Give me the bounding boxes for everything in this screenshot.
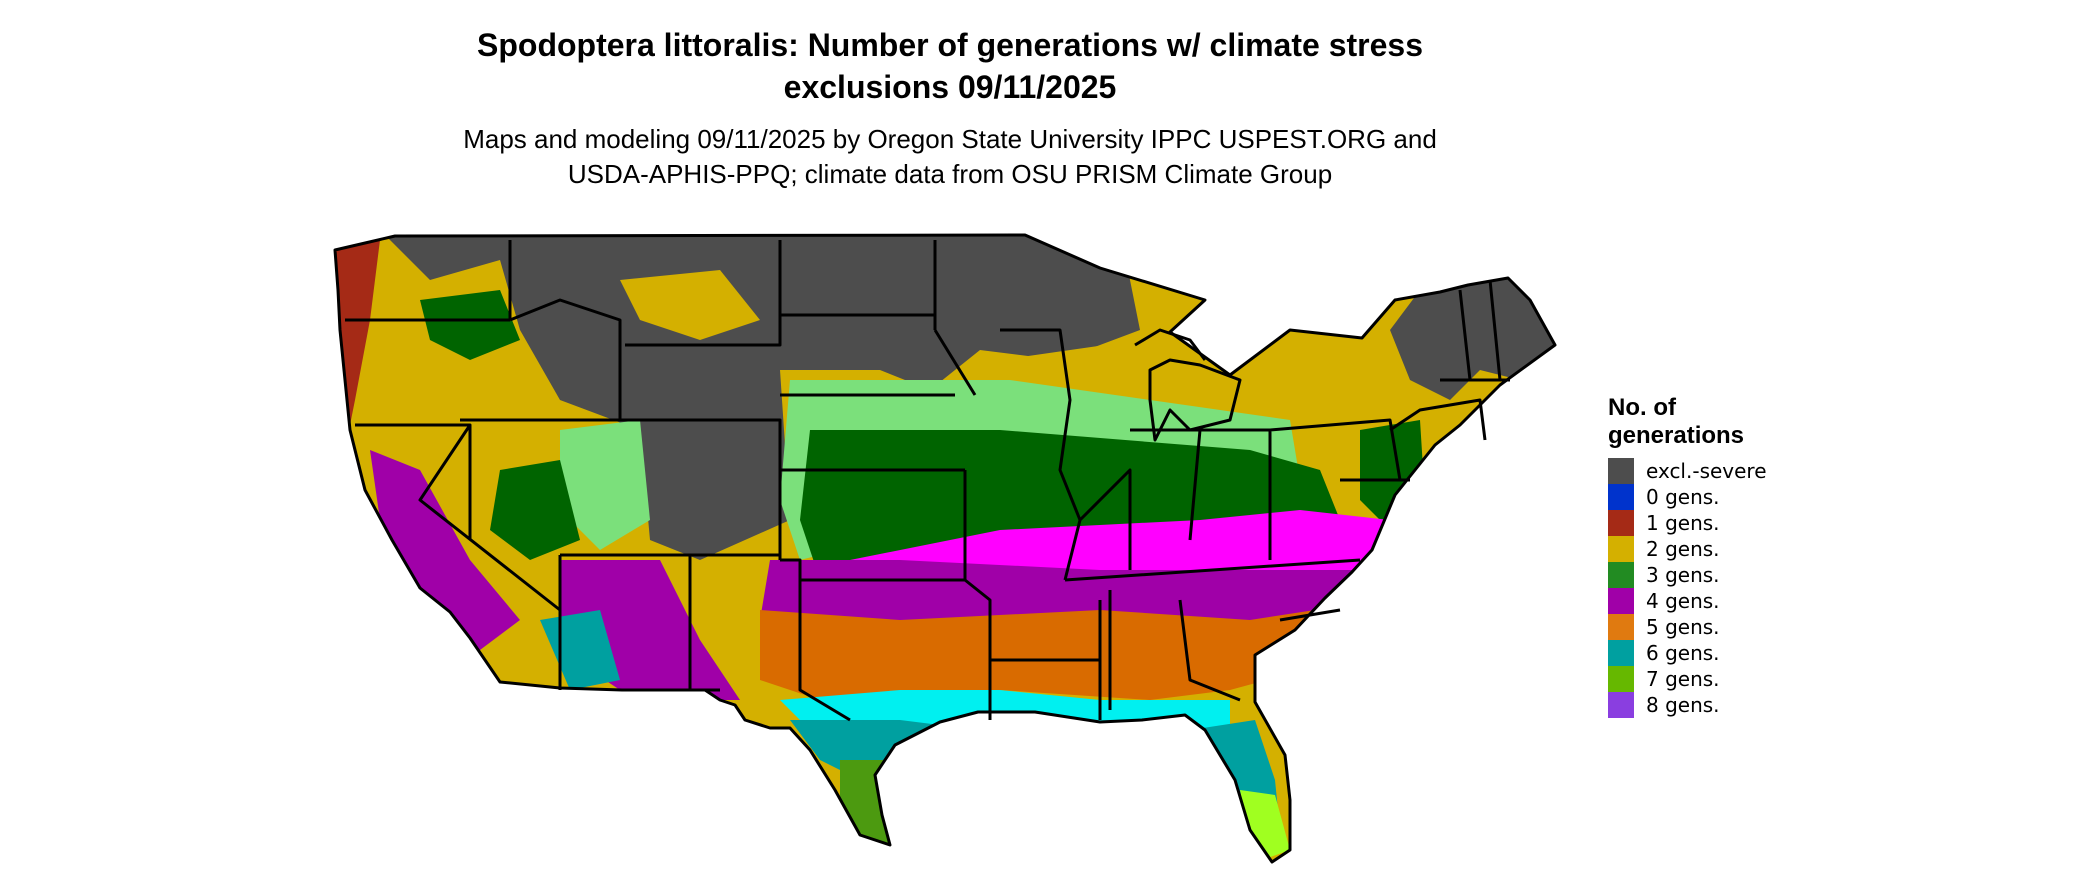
map-title: Spodoptera littoralis: Number of generat…: [0, 24, 1900, 108]
legend-swatch: [1608, 640, 1634, 666]
legend-label: 3 gens.: [1646, 563, 1720, 587]
legend-item: 4 gens.: [1608, 588, 1767, 614]
legend-title: No. of generations: [1608, 394, 1767, 450]
legend-swatch: [1608, 562, 1634, 588]
legend-item: 7 gens.: [1608, 666, 1767, 692]
state-lines-west: [345, 240, 782, 692]
legend-swatch: [1608, 614, 1634, 640]
us-outline: [333, 233, 1557, 864]
legend-item: 3 gens.: [1608, 562, 1767, 588]
zone-gen7-texas: [840, 760, 900, 850]
us-generations-map: [333, 233, 1557, 864]
legend-swatch: [1608, 588, 1634, 614]
legend: No. of generations excl.-severe 0 gens. 1 …: [1608, 394, 1767, 718]
legend-item: 5 gens.: [1608, 614, 1767, 640]
zone-gen4-california: [370, 450, 520, 650]
legend-label: 8 gens.: [1646, 693, 1720, 717]
state-lines-central: [778, 240, 1102, 722]
legend-swatch: [1608, 484, 1634, 510]
great-lakes-outline: [1134, 328, 1242, 442]
zone-excl-northeast: [1390, 270, 1555, 400]
legend-label: 2 gens.: [1646, 537, 1720, 561]
legend-items: excl.-severe 0 gens. 1 gens. 2 gens. 3 gens.…: [1608, 458, 1767, 718]
legend-title-line-1: No. of: [1608, 394, 1676, 421]
state-lines-east: [1000, 279, 1510, 710]
legend-label: 1 gens.: [1646, 511, 1720, 535]
legend-swatch: [1608, 536, 1634, 562]
legend-swatch: [1608, 666, 1634, 692]
legend-item: 6 gens.: [1608, 640, 1767, 666]
legend-swatch: [1608, 510, 1634, 536]
legend-title-line-2: generations: [1608, 422, 1745, 449]
map-subtitle: Maps and modeling 09/11/2025 by Oregon S…: [0, 122, 1900, 192]
subtitle-line-2: USDA-APHIS-PPQ; climate data from OSU PR…: [567, 159, 1333, 189]
zone-gen3-west: [490, 460, 580, 560]
subtitle-line-1: Maps and modeling 09/11/2025 by Oregon S…: [463, 124, 1437, 154]
legend-label: 5 gens.: [1646, 615, 1720, 639]
zone-gen7bright-florida: [1240, 790, 1290, 860]
title-line-2: exclusions 09/11/2025: [783, 69, 1117, 105]
legend-label: 4 gens.: [1646, 589, 1720, 613]
zone-excl-north: [380, 235, 1140, 560]
legend-item: 8 gens.: [1608, 692, 1767, 718]
legend-item: 0 gens.: [1608, 484, 1767, 510]
legend-label: excl.-severe: [1646, 459, 1767, 483]
legend-label: 6 gens.: [1646, 641, 1720, 665]
legend-label: 0 gens.: [1646, 485, 1720, 509]
title-line-1: Spodoptera littoralis: Number of generat…: [477, 27, 1423, 63]
legend-label: 7 gens.: [1646, 667, 1720, 691]
legend-swatch: [1608, 692, 1634, 718]
zone-gen5-south: [760, 600, 1380, 700]
legend-item: 1 gens.: [1608, 510, 1767, 536]
legend-swatch: [1608, 458, 1634, 484]
zone-gen2-montana: [620, 270, 760, 340]
zone-gen3-northwest: [420, 290, 520, 360]
zone-gen3light-west: [560, 420, 650, 550]
legend-item: excl.-severe: [1608, 458, 1767, 484]
legend-item: 2 gens.: [1608, 536, 1767, 562]
state-boundaries: [333, 233, 1557, 864]
